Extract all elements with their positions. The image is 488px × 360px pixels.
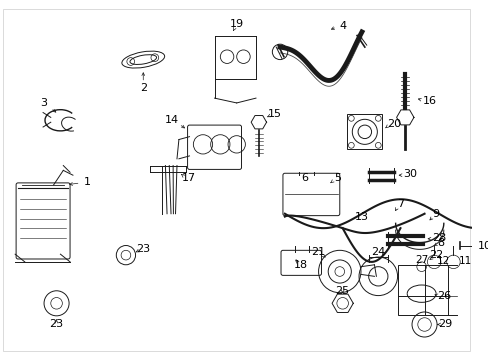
Bar: [347, 114, 382, 149]
Text: 15: 15: [268, 109, 282, 120]
Text: 4: 4: [338, 21, 346, 31]
Text: 25: 25: [335, 286, 349, 296]
Text: 24: 24: [370, 247, 385, 257]
Text: 6: 6: [301, 173, 308, 183]
Text: 16: 16: [422, 96, 435, 106]
Text: 13: 13: [354, 212, 368, 222]
Bar: [397, 265, 447, 315]
Text: 17: 17: [181, 173, 195, 183]
Text: 23: 23: [49, 319, 63, 329]
Text: 14: 14: [165, 115, 179, 125]
Text: 12: 12: [436, 256, 449, 266]
Text: 30: 30: [402, 169, 416, 179]
Text: 8: 8: [436, 238, 444, 248]
Text: 28: 28: [431, 233, 445, 243]
Text: 23: 23: [136, 244, 150, 255]
Text: 19: 19: [229, 19, 243, 29]
Text: 2: 2: [140, 84, 146, 94]
Text: 9: 9: [432, 209, 439, 219]
Text: 18: 18: [294, 260, 307, 270]
Text: 5: 5: [334, 173, 341, 183]
Text: 1: 1: [84, 177, 91, 187]
Text: 3: 3: [41, 98, 47, 108]
Text: 27: 27: [414, 255, 427, 265]
Text: 22: 22: [428, 250, 442, 260]
Text: 21: 21: [311, 247, 325, 257]
Text: 7: 7: [396, 199, 403, 209]
Text: 11: 11: [457, 256, 470, 266]
Text: 20: 20: [386, 119, 400, 129]
Text: 10: 10: [477, 240, 488, 251]
Text: 26: 26: [436, 291, 450, 301]
Text: 29: 29: [438, 319, 452, 329]
